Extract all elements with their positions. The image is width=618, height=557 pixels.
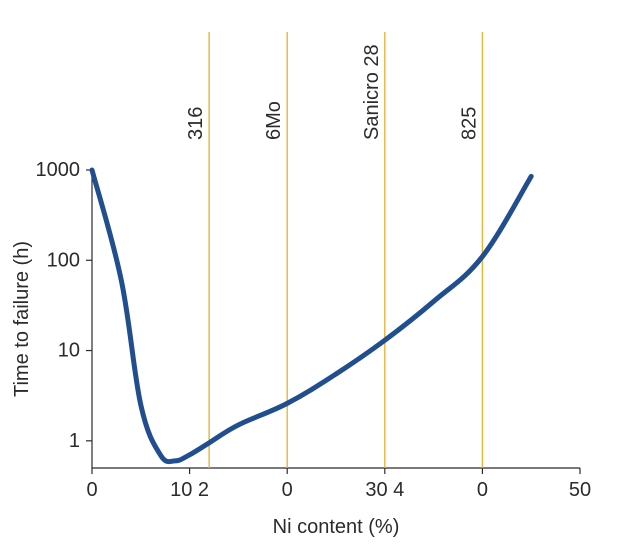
reference-line-label: 825: [458, 107, 480, 140]
x-tick-label: 0: [86, 479, 97, 501]
reference-line-label: 316: [185, 107, 207, 140]
y-tick-label: 1000: [36, 159, 81, 181]
x-tick-label: 10 2: [170, 479, 209, 501]
series-line: [92, 170, 531, 462]
x-tick-label: 30 4: [365, 479, 404, 501]
x-axis-label: Ni content (%): [273, 516, 400, 538]
y-tick-label: 100: [47, 249, 80, 271]
reference-line-label: Sanicro 28: [361, 44, 383, 140]
y-axis-label: Time to failure (h): [11, 241, 33, 397]
line-chart: 010 2030 40501101001000Ni content (%)Tim…: [0, 0, 618, 557]
y-tick-label: 1: [69, 430, 80, 452]
x-tick-label: 0: [282, 479, 293, 501]
y-tick-label: 10: [58, 340, 80, 362]
chart-container: 010 2030 40501101001000Ni content (%)Tim…: [0, 0, 618, 557]
x-tick-label: 50: [569, 479, 591, 501]
x-tick-label: 0: [477, 479, 488, 501]
reference-line-label: 6Mo: [263, 101, 285, 140]
